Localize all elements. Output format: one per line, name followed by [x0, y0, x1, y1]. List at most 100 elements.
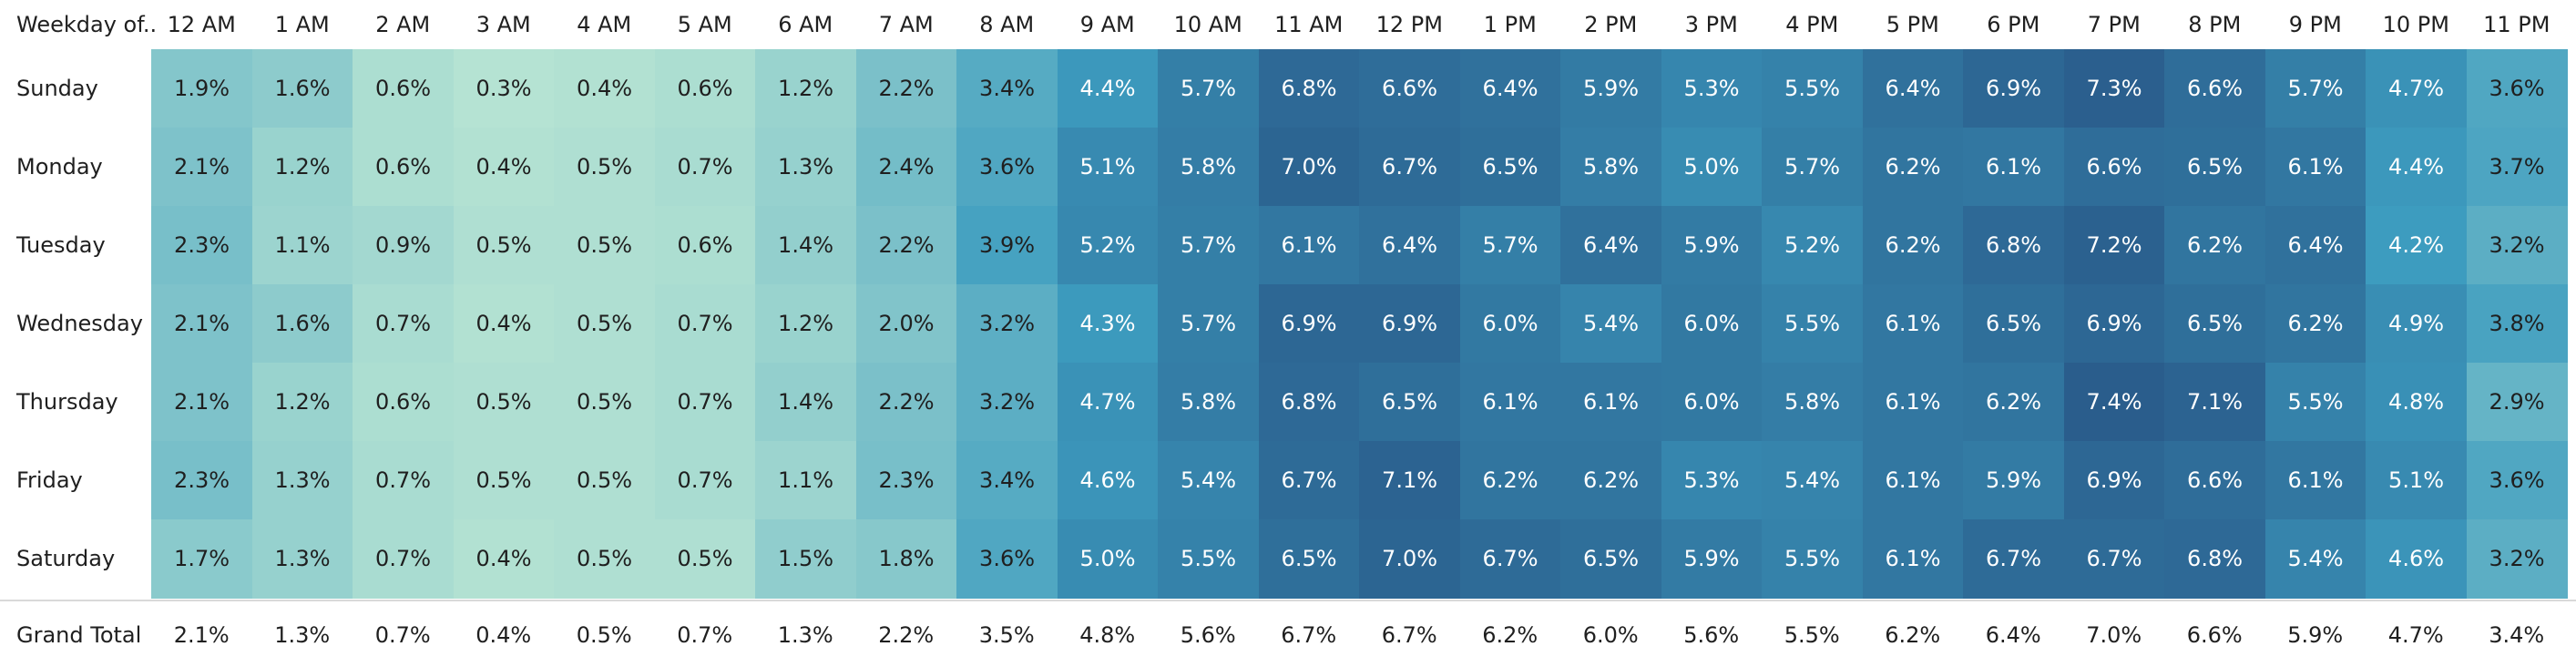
- heatmap-cell: 3.8%: [2466, 284, 2568, 364]
- column-header: 12 AM: [167, 12, 236, 37]
- heatmap-cell: 5.9%: [1661, 206, 1763, 285]
- heatmap-cell: 2.3%: [151, 441, 253, 520]
- column-header: 8 AM: [979, 12, 1035, 37]
- column-header: 9 AM: [1079, 12, 1135, 37]
- heatmap-cell: 5.5%: [1762, 519, 1864, 599]
- grand-total-cell: 6.4%: [1985, 622, 2041, 648]
- heatmap-cell: 0.7%: [353, 519, 455, 599]
- heatmap-cell: 6.6%: [1359, 49, 1461, 128]
- heatmap-cell: 0.7%: [654, 284, 756, 364]
- column-header: 4 PM: [1785, 12, 1839, 37]
- heatmap-cell: 0.7%: [353, 284, 455, 364]
- column-header: 1 AM: [274, 12, 330, 37]
- heatmap-cell: 2.0%: [855, 284, 957, 364]
- heatmap-cell: 6.1%: [1459, 363, 1561, 442]
- heatmap-cell: 6.1%: [1862, 284, 1964, 364]
- heatmap-cell: 5.5%: [1762, 49, 1864, 128]
- heatmap-cell: 1.2%: [251, 363, 353, 442]
- heatmap-cell: 3.6%: [2466, 441, 2568, 520]
- heatmap-cell: 2.3%: [855, 441, 957, 520]
- heatmap-cell: 6.0%: [1661, 284, 1763, 364]
- heatmap-cell: 0.5%: [453, 206, 555, 285]
- heatmap-cell: 6.5%: [1258, 519, 1360, 599]
- column-header: 5 AM: [677, 12, 732, 37]
- heatmap-cell: 3.2%: [2466, 519, 2568, 599]
- heatmap-cell: 5.8%: [1762, 363, 1864, 442]
- row-label: Tuesday: [16, 232, 106, 258]
- grand-total-cell: 2.1%: [173, 622, 230, 648]
- heatmap-cell: 5.4%: [1762, 441, 1864, 520]
- heatmap-cell: 5.2%: [1762, 206, 1864, 285]
- heatmap-cell: 0.5%: [554, 284, 656, 364]
- heatmap-cell: 1.2%: [755, 49, 857, 128]
- heatmap-cell: 5.7%: [1459, 206, 1561, 285]
- heatmap-cell: 0.7%: [654, 441, 756, 520]
- heatmap-cell: 0.6%: [654, 49, 756, 128]
- grand-total-cell: 6.0%: [1582, 622, 1639, 648]
- heatmap-cell: 0.3%: [453, 49, 555, 128]
- grand-total-cell: 5.9%: [2287, 622, 2344, 648]
- heatmap-cell: 5.4%: [1158, 441, 1260, 520]
- heatmap-cell: 3.9%: [956, 206, 1058, 285]
- heatmap-cell: 0.6%: [353, 49, 455, 128]
- grand-total-cell: 6.6%: [2186, 622, 2243, 648]
- column-header: 10 AM: [1173, 12, 1242, 37]
- heatmap-cell: 5.9%: [1963, 441, 2065, 520]
- heatmap-cell: 6.1%: [2264, 128, 2366, 207]
- row-label: Thursday: [16, 389, 118, 415]
- grand-total-cell: 0.5%: [576, 622, 632, 648]
- heatmap-cell: 3.6%: [956, 128, 1058, 207]
- heatmap-cell: 4.9%: [2366, 284, 2468, 364]
- heatmap-cell: 4.2%: [2366, 206, 2468, 285]
- row-label: Monday: [16, 154, 103, 180]
- heatmap-cell: 3.4%: [956, 49, 1058, 128]
- grand-total-cell: 3.5%: [978, 622, 1035, 648]
- heatmap-cell: 0.5%: [554, 206, 656, 285]
- heatmap-cell: 0.4%: [453, 519, 555, 599]
- column-header: 2 AM: [375, 12, 431, 37]
- heatmap-cell: 7.0%: [1359, 519, 1461, 599]
- heatmap-cell: 1.2%: [755, 284, 857, 364]
- heatmap-cell: 2.1%: [151, 363, 253, 442]
- grand-total-cell: 5.6%: [1180, 622, 1236, 648]
- column-header: 5 PM: [1886, 12, 1939, 37]
- heatmap-cell: 4.6%: [2366, 519, 2468, 599]
- heatmap-cell: 0.6%: [654, 206, 756, 285]
- column-header: 10 PM: [2382, 12, 2449, 37]
- heatmap-cell: 5.1%: [1057, 128, 1159, 207]
- heatmap-cell: 3.2%: [956, 363, 1058, 442]
- heatmap-cell: 6.2%: [1963, 363, 2065, 442]
- heatmap-cell: 2.2%: [855, 49, 957, 128]
- heatmap-cell: 1.4%: [755, 206, 857, 285]
- grand-total-cell: 1.3%: [274, 622, 331, 648]
- grand-total-cell: 2.2%: [878, 622, 935, 648]
- heatmap-cell: 5.7%: [1158, 284, 1260, 364]
- column-header: 2 PM: [1584, 12, 1638, 37]
- heatmap-cell: 6.4%: [1459, 49, 1561, 128]
- heatmap-cell: 0.4%: [453, 284, 555, 364]
- column-header: 1 PM: [1483, 12, 1537, 37]
- heatmap-cell: 7.0%: [1258, 128, 1360, 207]
- column-header: 7 PM: [2087, 12, 2141, 37]
- grand-total-cell: 0.7%: [677, 622, 733, 648]
- heatmap-cell: 6.7%: [1359, 128, 1461, 207]
- heatmap-cell: 0.7%: [654, 363, 756, 442]
- column-header: 11 PM: [2483, 12, 2550, 37]
- heatmap-cell: 0.5%: [453, 363, 555, 442]
- column-header: 9 PM: [2288, 12, 2342, 37]
- heatmap-cell: 2.2%: [855, 363, 957, 442]
- heatmap-cell: 6.5%: [1560, 519, 1662, 599]
- heatmap-cell: 6.2%: [1560, 441, 1662, 520]
- heatmap-cell: 6.7%: [1459, 519, 1561, 599]
- heatmap-cell: 6.1%: [1862, 519, 1964, 599]
- heatmap-cell: 2.1%: [151, 284, 253, 364]
- heatmap-cell: 0.5%: [654, 519, 756, 599]
- heatmap-cell: 5.4%: [2264, 519, 2366, 599]
- heatmap-cell: 4.4%: [2366, 128, 2468, 207]
- heatmap-cell: 4.7%: [2366, 49, 2468, 128]
- heatmap-cell: 5.7%: [2264, 49, 2366, 128]
- row-label: Friday: [16, 467, 83, 493]
- heatmap-cell: 2.2%: [855, 206, 957, 285]
- grand-total-label: Grand Total: [16, 622, 142, 648]
